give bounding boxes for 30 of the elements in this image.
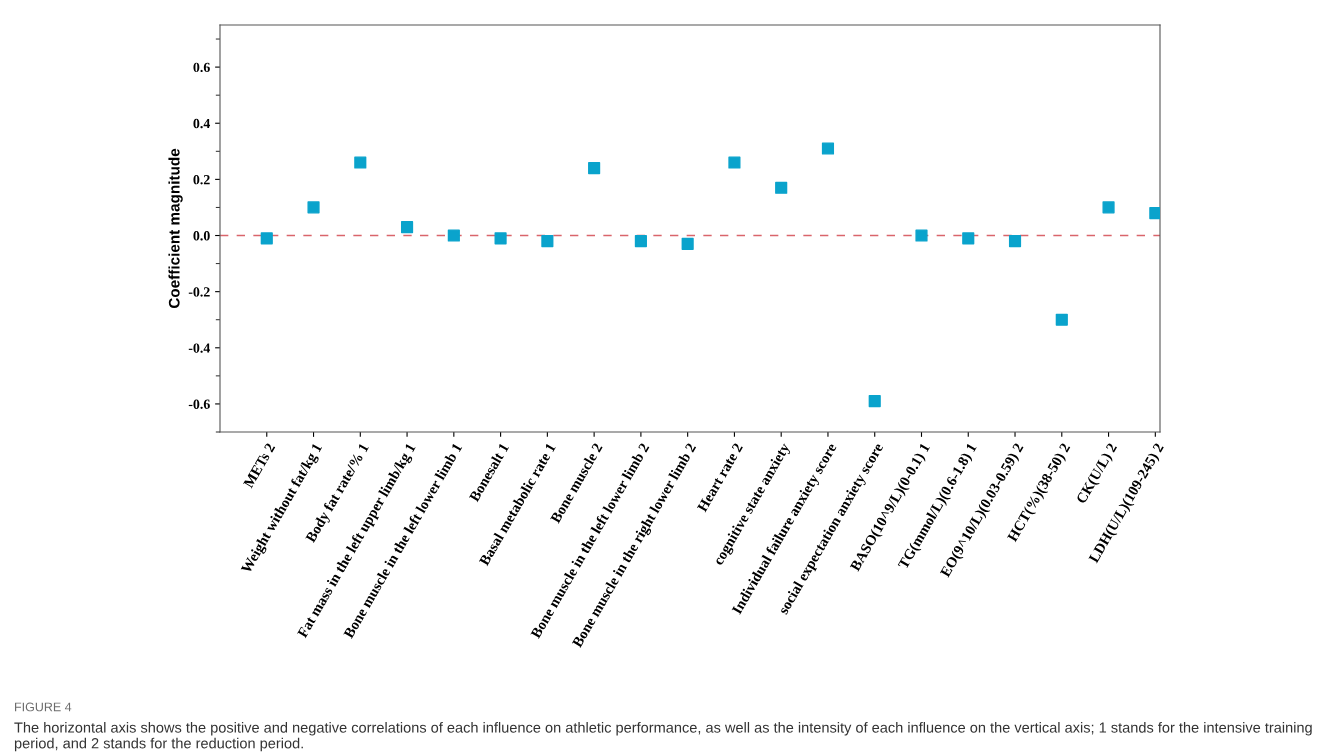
y-tick-label: -0.2 — [188, 287, 210, 297]
y-tick-label: 0.6 — [193, 62, 210, 73]
y-tick-label: 0.4 — [193, 118, 211, 129]
y-tick-label: -0.6 — [188, 399, 210, 409]
point — [962, 232, 975, 245]
point — [775, 181, 788, 194]
point — [681, 237, 694, 251]
caption: FIGURE 4 — [15, 702, 72, 712]
point — [915, 229, 928, 242]
point — [541, 235, 554, 248]
point — [447, 229, 460, 242]
y-tick-label: 0.2 — [193, 174, 210, 185]
point — [1149, 206, 1160, 220]
point — [634, 235, 647, 248]
point — [868, 395, 881, 408]
point — [260, 232, 273, 245]
y-axis-title: Coefficient magnitude — [168, 148, 183, 309]
point — [354, 156, 367, 169]
point — [1102, 201, 1115, 214]
point — [821, 142, 835, 155]
point — [1008, 235, 1022, 248]
point — [307, 201, 320, 214]
y-tick-label: -0.4 — [188, 343, 211, 353]
point — [728, 156, 741, 169]
point — [1055, 313, 1068, 326]
text: The horizontal axis shows the positive and negative correlations of each influence on athletic performance, as well as the intensity of each influence on the vertical axis; 1 stands for the intensive training period, and 2 stands for the reduction period. — [14, 722, 1312, 752]
point — [588, 162, 601, 175]
y-tick-label: 0.0 — [193, 231, 210, 241]
point — [494, 232, 507, 245]
point — [400, 221, 414, 234]
